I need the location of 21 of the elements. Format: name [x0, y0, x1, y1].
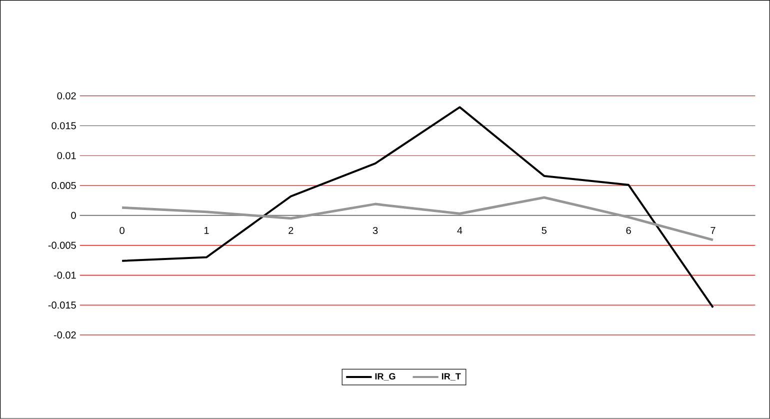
line-series	[120, 196, 714, 242]
y-tick-label: -0.015	[48, 302, 76, 309]
y-tick-label: 0.005	[52, 182, 76, 190]
x-tick-label: 0	[120, 227, 124, 234]
y-tick-label: -0.005	[48, 242, 76, 249]
y-tick-label: 0.015	[52, 122, 76, 130]
y-tick-label: 0.01	[57, 152, 76, 160]
legend-label: IR_T	[442, 373, 461, 381]
y-tick-label: -0.01	[54, 272, 76, 279]
x-tick-label: 1	[204, 227, 209, 234]
x-tick-label: 6	[626, 227, 631, 234]
y-tick-label: 0	[71, 212, 76, 220]
x-tick-label: 3	[372, 227, 378, 234]
x-tick-label: 4	[457, 227, 462, 234]
x-tick-label: 7	[710, 227, 716, 234]
line-series	[121, 106, 714, 309]
y-tick-label: -0.02	[54, 332, 76, 339]
x-tick-label: 2	[288, 227, 294, 234]
y-tick-label: 0.02	[57, 92, 76, 100]
legend-label: IR_G	[375, 373, 396, 381]
x-tick-label: 5	[542, 227, 547, 234]
